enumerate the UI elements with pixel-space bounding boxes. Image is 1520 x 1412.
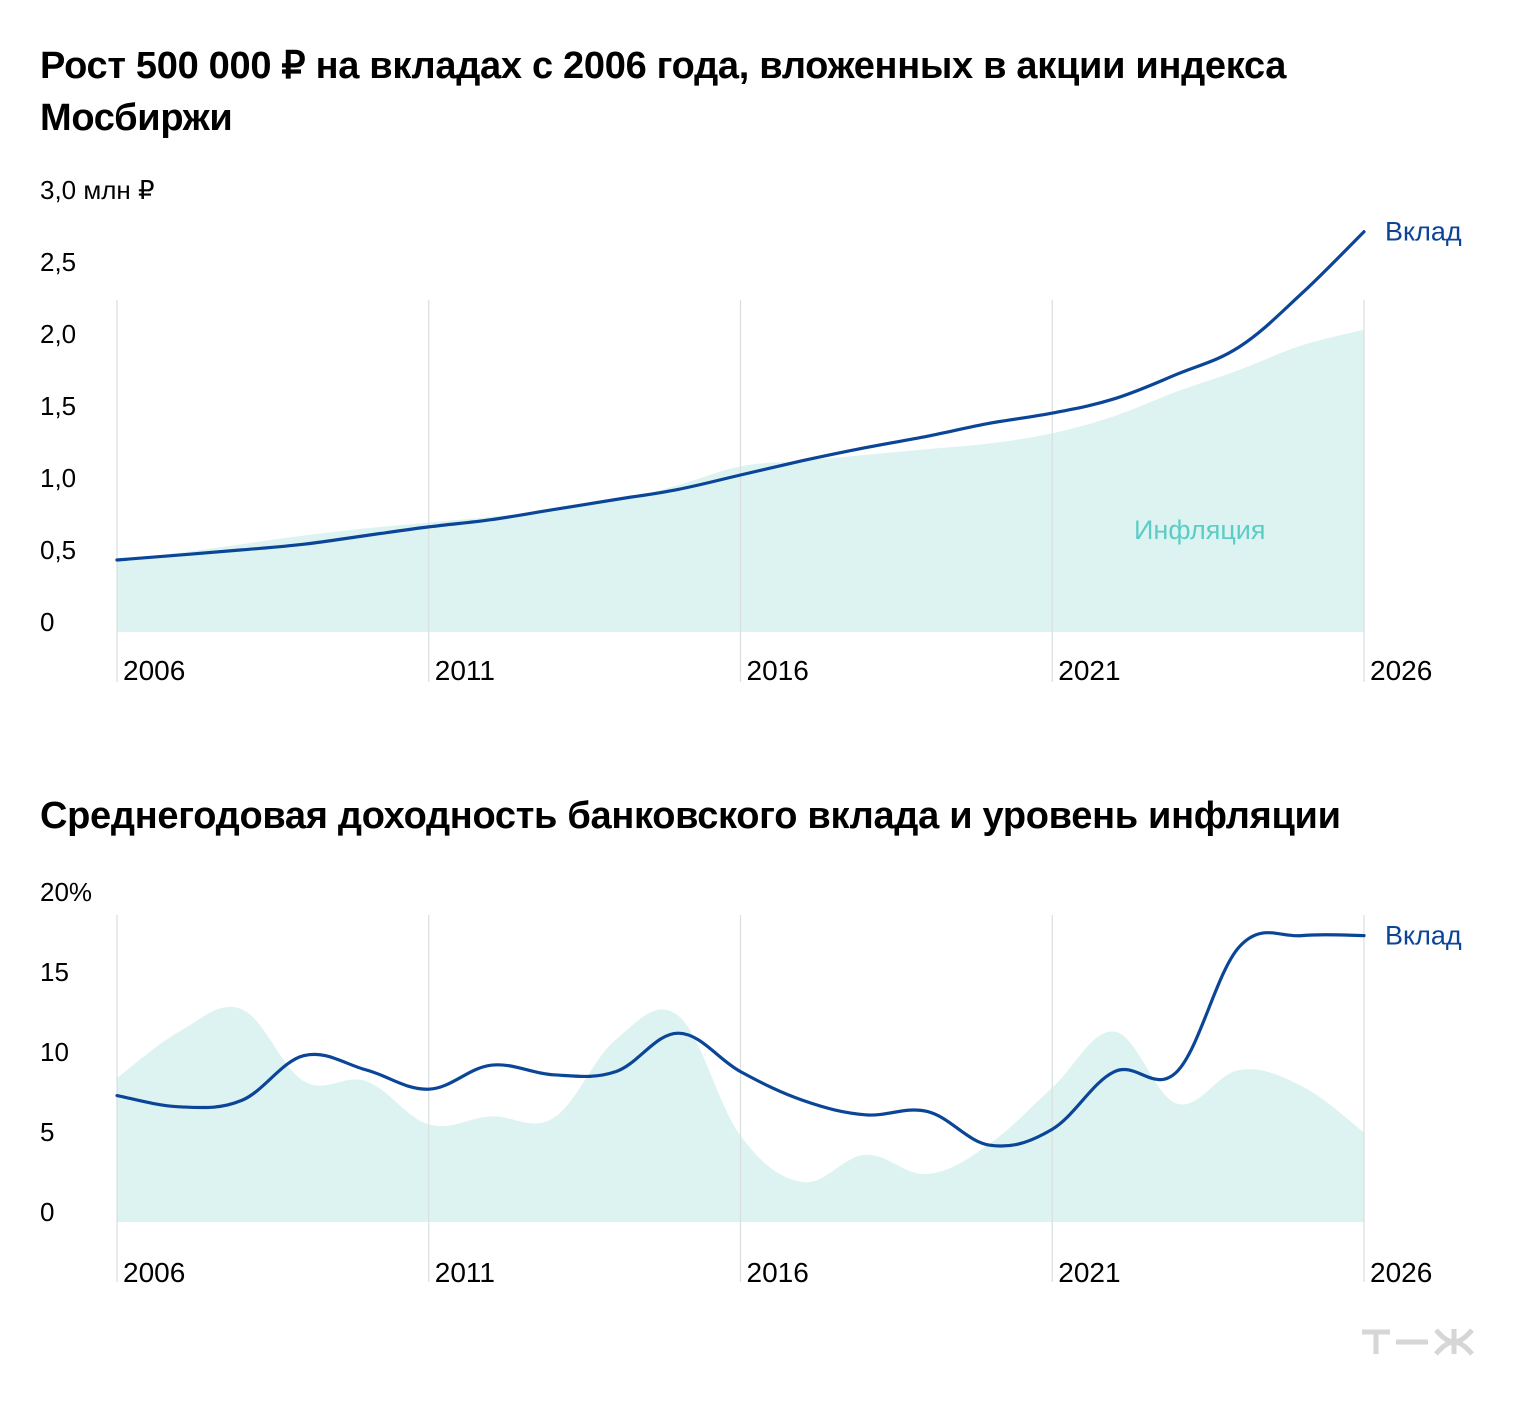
chart-1: 2006 2011 2016 2021 2026 0 0,5 1,0 1,5 2,0 2,5 3,0 … bbox=[40, 175, 1462, 686]
x-tick-label: 2006 bbox=[123, 655, 185, 686]
y-tick-label: 0,5 bbox=[40, 535, 76, 565]
x-tick-label: 2026 bbox=[1370, 655, 1432, 686]
x-tick-label: 2021 bbox=[1058, 655, 1120, 686]
y-tick-label: 10 bbox=[40, 1037, 69, 1067]
y-tick-label: 1,0 bbox=[40, 463, 76, 493]
deposit-line bbox=[115, 931, 1366, 1148]
inflation-series-label: Инфляция bbox=[1134, 515, 1265, 545]
x-tick-label: 2006 bbox=[123, 1257, 185, 1288]
y-tick-label: 0 bbox=[40, 607, 54, 637]
y-tick-label: 20% bbox=[40, 877, 92, 907]
y-tick-label: 2,0 bbox=[40, 319, 76, 349]
y-tick-label: 3,0 млн ₽ bbox=[40, 175, 155, 205]
chart-2-title: Среднегодовая доходность банковского вкл… bbox=[40, 795, 1341, 837]
deposit-series-label: Вклад bbox=[1385, 217, 1462, 247]
deposit-line bbox=[115, 230, 1366, 562]
chart-2: 2006 2011 2016 2021 2026 0 5 10 15 20% Вклад bbox=[40, 877, 1462, 1288]
x-tick-label: 2016 bbox=[747, 1257, 809, 1288]
x-tick-label: 2011 bbox=[435, 655, 495, 686]
y-tick-label: 0 bbox=[40, 1197, 54, 1227]
y-tick-label: 1,5 bbox=[40, 391, 76, 421]
deposit-series-label: Вклад bbox=[1385, 921, 1462, 951]
y-tick-label: 5 bbox=[40, 1117, 54, 1147]
x-tick-label: 2016 bbox=[747, 655, 809, 686]
x-tick-label: 2021 bbox=[1058, 1257, 1120, 1288]
y-tick-label: 15 bbox=[40, 957, 69, 987]
chart-1-title: Рост 500 000 ₽ на вкладах с 2006 года, в… bbox=[40, 45, 1287, 139]
x-tick-label: 2026 bbox=[1370, 1257, 1432, 1288]
tzh-logo-icon bbox=[1362, 1328, 1474, 1356]
y-tick-label: 2,5 bbox=[40, 247, 76, 277]
x-tick-label: 2011 bbox=[435, 1257, 495, 1288]
